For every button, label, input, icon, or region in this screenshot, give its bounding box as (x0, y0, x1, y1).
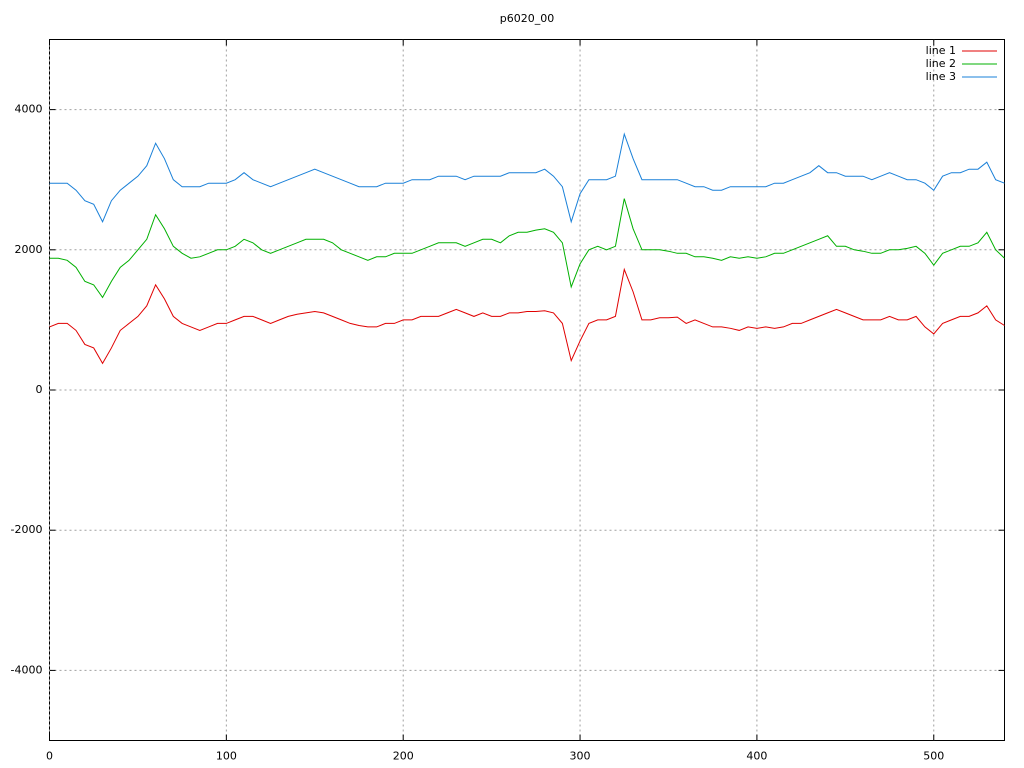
y-tick-label: -2000 (11, 523, 43, 536)
legend-label: line 3 (926, 70, 956, 83)
chart-title: p6020_00 (500, 12, 554, 25)
legend-label: line 2 (926, 57, 956, 70)
x-tick-label: 300 (570, 750, 591, 763)
data-line (49, 198, 1005, 299)
x-tick-label: 500 (923, 750, 944, 763)
x-tick-label: 0 (46, 750, 53, 763)
legend-label: line 1 (926, 44, 956, 57)
y-tick-label: 4000 (15, 103, 43, 116)
x-tick-label: 400 (746, 750, 767, 763)
y-tick-label: 0 (36, 383, 43, 396)
y-tick-label: -4000 (11, 663, 43, 676)
data-line (49, 132, 1005, 224)
y-tick-label: 2000 (15, 243, 43, 256)
data-line (49, 267, 1005, 365)
x-tick-label: 200 (393, 750, 414, 763)
x-tick-label: 100 (216, 750, 237, 763)
